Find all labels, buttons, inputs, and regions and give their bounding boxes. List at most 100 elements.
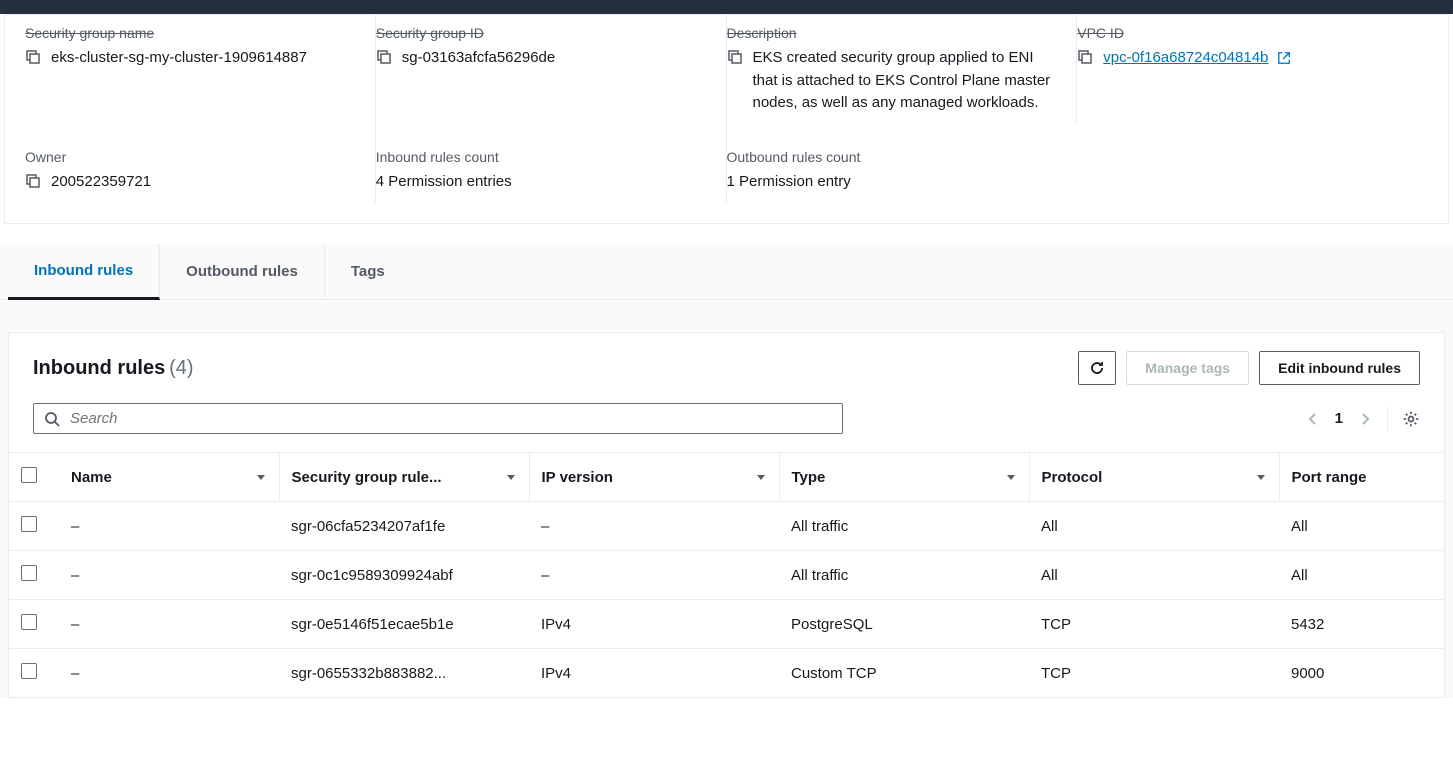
th-name[interactable]: Name — [59, 453, 279, 502]
table-header-row: Name Security group rule... IP version T… — [9, 453, 1444, 502]
cell-port: 5432 — [1279, 600, 1444, 649]
row-checkbox-cell[interactable] — [9, 551, 59, 600]
copy-icon[interactable] — [25, 173, 41, 189]
details-panel: Security group name eks-cluster-sg-my-cl… — [4, 14, 1449, 224]
checkbox[interactable] — [21, 516, 37, 532]
field-sg-name: Security group name eks-cluster-sg-my-cl… — [25, 15, 376, 125]
cell-protocol: All — [1029, 502, 1279, 551]
th-port-range[interactable]: Port range — [1279, 453, 1444, 502]
cell-sgr: sgr-0c1c9589309924abf — [279, 551, 529, 600]
table-row[interactable]: –sgr-0e5146f51ecae5b1eIPv4PostgreSQLTCP5… — [9, 600, 1444, 649]
sort-icon — [505, 471, 517, 483]
tab-inbound-rules[interactable]: Inbound rules — [8, 244, 160, 300]
cell-name: – — [59, 502, 279, 551]
cell-name: – — [59, 649, 279, 698]
search-box[interactable] — [33, 403, 843, 434]
copy-icon[interactable] — [376, 49, 392, 65]
table-row[interactable]: –sgr-0655332b883882...IPv4Custom TCPTCP9… — [9, 649, 1444, 698]
sort-icon — [755, 471, 767, 483]
cell-ipv: – — [529, 502, 779, 551]
label-vpc-id: VPC ID — [1077, 25, 1408, 41]
field-outbound-count: Outbound rules count 1 Permission entry — [727, 125, 1078, 204]
copy-icon[interactable] — [727, 49, 743, 65]
sort-icon — [1255, 471, 1267, 483]
field-sg-id: Security group ID sg-03163afcfa56296de — [376, 15, 727, 125]
cell-sgr: sgr-0655332b883882... — [279, 649, 529, 698]
cell-port: All — [1279, 551, 1444, 600]
vpc-link[interactable]: vpc-0f16a68724c04814b — [1103, 49, 1268, 66]
th-protocol[interactable]: Protocol — [1029, 453, 1279, 502]
row-checkbox-cell[interactable] — [9, 649, 59, 698]
th-select-all[interactable] — [9, 453, 59, 502]
checkbox[interactable] — [21, 467, 37, 483]
manage-tags-button[interactable]: Manage tags — [1126, 351, 1249, 385]
cell-name: – — [59, 600, 279, 649]
label-sg-name: Security group name — [25, 25, 355, 41]
th-ip-version[interactable]: IP version — [529, 453, 779, 502]
value-owner: 200522359721 — [51, 171, 151, 194]
cell-port: All — [1279, 502, 1444, 551]
copy-icon[interactable] — [25, 49, 41, 65]
pager: 1 — [1305, 407, 1420, 431]
cell-protocol: TCP — [1029, 600, 1279, 649]
table-row[interactable]: –sgr-06cfa5234207af1fe–All trafficAllAll — [9, 502, 1444, 551]
value-inbound-count: 4 Permission entries — [376, 171, 706, 194]
edit-inbound-rules-button[interactable]: Edit inbound rules — [1259, 351, 1420, 385]
cell-sgr: sgr-06cfa5234207af1fe — [279, 502, 529, 551]
table-row[interactable]: –sgr-0c1c9589309924abf–All trafficAllAll — [9, 551, 1444, 600]
cell-protocol: All — [1029, 551, 1279, 600]
rules-toolbar: 1 — [9, 403, 1444, 452]
cell-type: All traffic — [779, 502, 1029, 551]
field-owner: Owner 200522359721 — [25, 125, 376, 204]
cell-name: – — [59, 551, 279, 600]
pager-divider — [1387, 407, 1388, 431]
field-vpc-id: VPC ID vpc-0f16a68724c04814b — [1077, 15, 1428, 125]
row-checkbox-cell[interactable] — [9, 502, 59, 551]
rules-title: Inbound rules — [33, 357, 165, 379]
value-sg-name: eks-cluster-sg-my-cluster-1909614887 — [51, 47, 307, 70]
field-description: Description EKS created security group a… — [727, 15, 1078, 125]
sort-icon — [1005, 471, 1017, 483]
cell-protocol: TCP — [1029, 649, 1279, 698]
sort-icon — [255, 471, 267, 483]
tabs-bar: Inbound rules Outbound rules Tags — [0, 244, 1453, 300]
cell-ipv: – — [529, 551, 779, 600]
value-description: EKS created security group applied to EN… — [753, 47, 1057, 115]
value-sg-id: sg-03163afcfa56296de — [402, 47, 555, 70]
inbound-rules-table: Name Security group rule... IP version T… — [9, 452, 1444, 697]
pager-page: 1 — [1335, 410, 1343, 427]
rules-header: Inbound rules (4) Manage tags Edit inbou… — [9, 333, 1444, 403]
tab-tags[interactable]: Tags — [325, 245, 411, 298]
tab-outbound-rules[interactable]: Outbound rules — [160, 245, 325, 298]
field-inbound-count: Inbound rules count 4 Permission entries — [376, 125, 727, 204]
checkbox[interactable] — [21, 663, 37, 679]
refresh-button[interactable] — [1078, 351, 1116, 385]
search-input[interactable] — [70, 410, 832, 427]
cell-type: All traffic — [779, 551, 1029, 600]
cell-port: 9000 — [1279, 649, 1444, 698]
pager-prev[interactable] — [1305, 411, 1321, 427]
copy-icon[interactable] — [1077, 49, 1093, 65]
inbound-rules-panel: Inbound rules (4) Manage tags Edit inbou… — [8, 332, 1445, 698]
checkbox[interactable] — [21, 614, 37, 630]
label-sg-id: Security group ID — [376, 25, 706, 41]
label-outbound-count: Outbound rules count — [727, 149, 1058, 165]
pager-next[interactable] — [1357, 411, 1373, 427]
rules-count: (4) — [169, 357, 193, 379]
label-inbound-count: Inbound rules count — [376, 149, 706, 165]
cell-ipv: IPv4 — [529, 649, 779, 698]
cell-type: Custom TCP — [779, 649, 1029, 698]
checkbox[interactable] — [21, 565, 37, 581]
th-sgr[interactable]: Security group rule... — [279, 453, 529, 502]
search-icon — [44, 411, 60, 427]
external-link-icon — [1277, 51, 1291, 65]
cell-type: PostgreSQL — [779, 600, 1029, 649]
settings-button[interactable] — [1402, 410, 1420, 428]
content-wrap: Inbound rules (4) Manage tags Edit inbou… — [0, 300, 1453, 698]
row-checkbox-cell[interactable] — [9, 600, 59, 649]
cell-sgr: sgr-0e5146f51ecae5b1e — [279, 600, 529, 649]
th-type[interactable]: Type — [779, 453, 1029, 502]
cell-ipv: IPv4 — [529, 600, 779, 649]
label-owner: Owner — [25, 149, 355, 165]
label-description: Description — [727, 25, 1057, 41]
